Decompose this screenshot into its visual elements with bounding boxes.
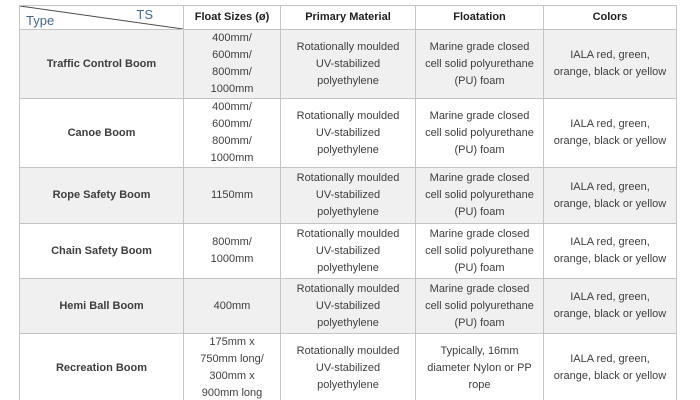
float-sizes-cell: 400mm — [183, 278, 281, 334]
table-row-canoe-boom: Canoe Boom 400mm/ 600mm/ 800mm/ 1000mm R… — [19, 98, 677, 168]
floatation-cell: Marine grade closed cell solid polyureth… — [415, 167, 544, 224]
float-sizes-cell: 400mm/ 600mm/ 800mm/ 1000mm — [183, 98, 281, 168]
colors-cell: IALA red, green, orange, black or yellow — [543, 29, 677, 99]
floatation-cell: Typically, 16mm diameter Nylon or PP rop… — [415, 333, 544, 400]
colors-cell: IALA red, green, orange, black or yellow — [543, 278, 677, 334]
primary-material-cell: Rotationally moulded UV-stabilized polye… — [280, 333, 416, 400]
primary-material-cell: Rotationally moulded UV-stabilized polye… — [280, 98, 416, 168]
table-row-hemi-ball-boom: Hemi Ball Boom 400mm Rotationally moulde… — [19, 278, 677, 334]
column-header-float-sizes: Float Sizes (ø) — [183, 5, 281, 30]
floatation-cell: Marine grade closed cell solid polyureth… — [415, 278, 544, 334]
colors-cell: IALA red, green, orange, black or yellow — [543, 167, 677, 224]
table-row-traffic-control-boom: Traffic Control Boom 400mm/ 600mm/ 800mm… — [19, 29, 677, 99]
corner-col-label: TS — [136, 7, 153, 22]
type-cell: Traffic Control Boom — [19, 29, 184, 99]
colors-cell: IALA red, green, orange, black or yellow — [543, 333, 677, 400]
primary-material-cell: Rotationally moulded UV-stabilized polye… — [280, 278, 416, 334]
colors-cell: IALA red, green, orange, black or yellow — [543, 223, 677, 279]
column-header-primary-material: Primary Material — [280, 5, 416, 30]
type-cell: Chain Safety Boom — [19, 223, 184, 279]
table-row-rope-safety-boom: Rope Safety Boom 1150mm Rotationally mou… — [19, 167, 677, 224]
column-header-floatation: Floatation — [415, 5, 544, 30]
column-header-colors: Colors — [543, 5, 677, 30]
primary-material-cell: Rotationally moulded UV-stabilized polye… — [280, 167, 416, 224]
float-sizes-cell: 800mm/ 1000mm — [183, 223, 281, 279]
primary-material-cell: Rotationally moulded UV-stabilized polye… — [280, 223, 416, 279]
floatation-cell: Marine grade closed cell solid polyureth… — [415, 223, 544, 279]
type-cell: Canoe Boom — [19, 98, 184, 168]
table-row-recreation-boom: Recreation Boom 175mm x 750mm long/ 300m… — [19, 333, 677, 400]
type-cell: Recreation Boom — [19, 333, 184, 400]
type-cell: Hemi Ball Boom — [19, 278, 184, 334]
corner-row-label: Type — [26, 13, 55, 28]
type-cell: Rope Safety Boom — [19, 167, 184, 224]
float-sizes-cell: 400mm/ 600mm/ 800mm/ 1000mm — [183, 29, 281, 99]
float-sizes-cell: 1150mm — [183, 167, 281, 224]
floatation-cell: Marine grade closed cell solid polyureth… — [415, 29, 544, 99]
floatation-cell: Marine grade closed cell solid polyureth… — [415, 98, 544, 168]
header-row: TS Type Float Sizes (ø) Primary Material… — [19, 5, 677, 30]
diagonal-divider — [20, 6, 183, 29]
float-sizes-cell: 175mm x 750mm long/ 300mm x 900mm long — [183, 333, 281, 400]
boom-comparison-table: TS Type Float Sizes (ø) Primary Material… — [19, 5, 677, 400]
colors-cell: IALA red, green, orange, black or yellow — [543, 98, 677, 168]
table-row-chain-safety-boom: Chain Safety Boom 800mm/ 1000mm Rotation… — [19, 223, 677, 279]
corner-header-cell: TS Type — [19, 5, 184, 30]
primary-material-cell: Rotationally moulded UV-stabilized polye… — [280, 29, 416, 99]
